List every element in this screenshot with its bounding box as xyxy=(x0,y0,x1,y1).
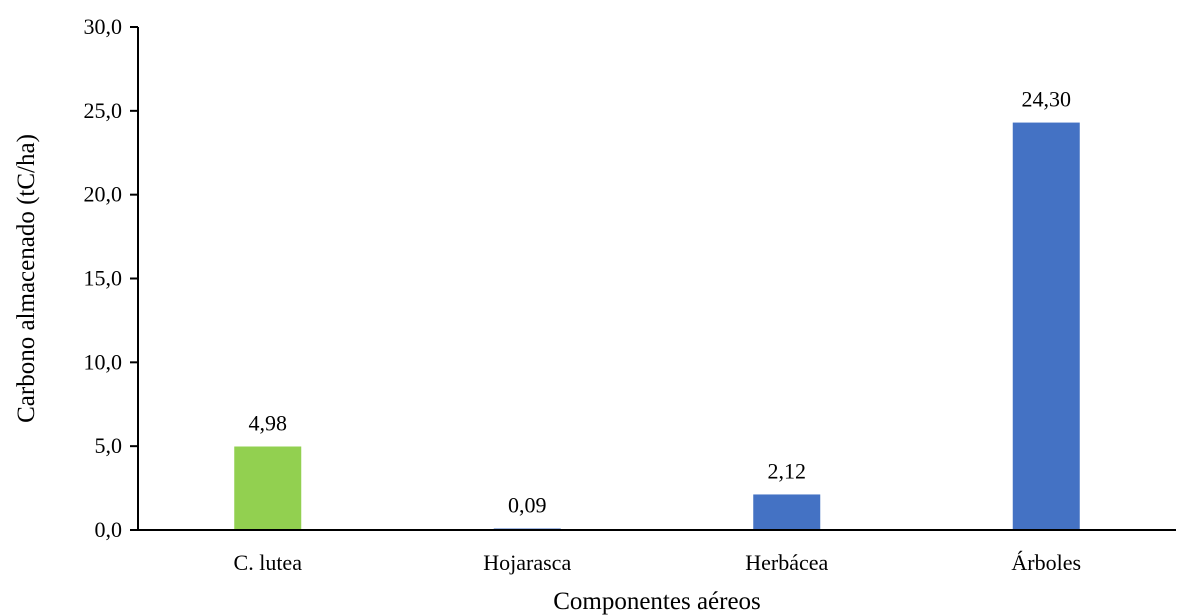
bar-value-label: 24,30 xyxy=(1022,87,1072,112)
bar-value-label: 2,12 xyxy=(768,458,807,483)
x-category-label: C. lutea xyxy=(234,550,303,575)
y-axis-ticks: 0,0 5,0 10,0 15,0 20,0 25,0 30,0 xyxy=(84,14,138,542)
y-tick-label: 15,0 xyxy=(84,266,123,291)
y-tick-label: 20,0 xyxy=(84,182,123,207)
bar xyxy=(1012,122,1080,530)
y-tick-label: 30,0 xyxy=(84,14,123,39)
x-axis-categories: C. lutea Hojarasca Herbácea Árboles xyxy=(234,550,1082,575)
data-labels: 4,98 0,09 2,12 24,30 xyxy=(249,87,1072,518)
bar-value-label: 0,09 xyxy=(508,492,547,517)
x-category-label: Hojarasca xyxy=(483,550,571,575)
y-tick-label: 25,0 xyxy=(84,98,123,123)
y-tick-label: 0,0 xyxy=(95,517,123,542)
bar xyxy=(753,494,821,530)
bar xyxy=(234,446,302,530)
y-tick-label: 5,0 xyxy=(95,433,123,458)
y-axis-title: Carbono almacenado (tC/ha) xyxy=(13,134,40,423)
x-axis-title: Componentes aéreos xyxy=(553,588,761,615)
x-category-label: Herbácea xyxy=(745,550,828,575)
x-category-label: Árboles xyxy=(1011,550,1081,575)
bar-value-label: 4,98 xyxy=(249,411,288,436)
y-tick-label: 10,0 xyxy=(84,349,123,374)
bars xyxy=(234,122,1080,530)
